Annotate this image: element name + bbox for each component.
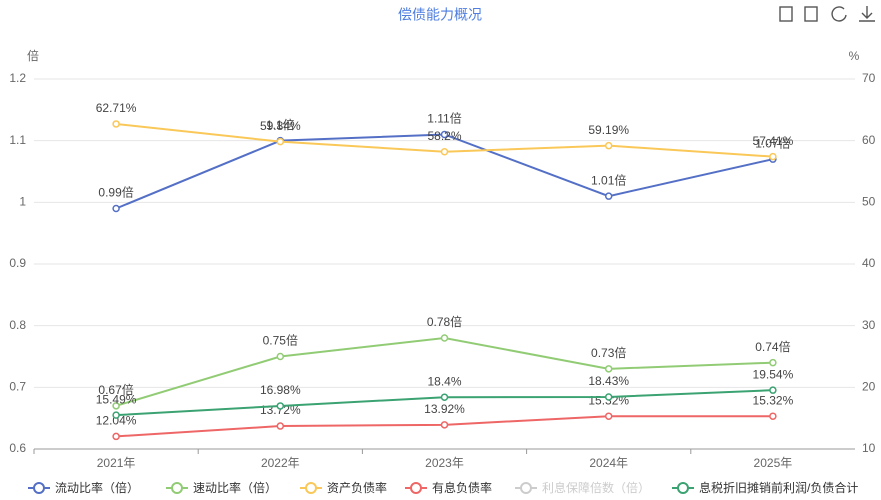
y-tick-label: 1.2 <box>9 71 26 85</box>
data-point <box>440 334 449 342</box>
chart-title: 偿债能力概况 <box>398 7 482 23</box>
legend-icon <box>33 482 45 494</box>
data-label: 0.75倍 <box>263 333 298 348</box>
data-point <box>769 152 777 161</box>
x-tick-label: 2024年 <box>589 456 628 470</box>
legend-label[interactable]: 资产负债率 <box>327 480 387 495</box>
x-tick-label: 2025年 <box>754 456 793 470</box>
legend-label[interactable]: 速动比率（倍） <box>193 480 277 495</box>
y-tick-label: 0.6 <box>9 441 26 455</box>
data-label: 0.74倍 <box>755 339 790 354</box>
y-tick-label: 0.7 <box>9 380 26 394</box>
data-label: 0.73倍 <box>591 345 626 360</box>
y2-tick-label: 50 <box>862 195 876 209</box>
data-point <box>112 411 120 419</box>
y2-tick-label: 40 <box>862 256 876 270</box>
y-tick-label: 1 <box>19 195 26 209</box>
legend-icon <box>305 482 317 494</box>
legend-icon <box>520 482 532 494</box>
y2-tick-label: 10 <box>862 441 876 455</box>
y2-tick-label: 30 <box>862 318 876 332</box>
legend-label[interactable]: 利息保障倍数（倍） <box>542 480 650 495</box>
data-label: 16.98% <box>260 383 301 397</box>
data-point <box>276 137 285 146</box>
data-point <box>276 352 285 361</box>
data-label: 1.01倍 <box>591 172 626 187</box>
data-label: 15.32% <box>753 393 794 407</box>
data-point <box>112 204 120 213</box>
tool-save[interactable] <box>859 6 875 22</box>
data-point <box>440 393 449 401</box>
x-tick-label: 2023年 <box>425 456 464 470</box>
tool-refresh[interactable] <box>831 6 847 22</box>
series-line <box>115 133 774 210</box>
data-point <box>604 412 613 420</box>
tool-data-view[interactable] <box>779 6 793 22</box>
data-point <box>604 393 613 401</box>
data-point <box>769 358 777 367</box>
data-label: 18.43% <box>588 374 629 388</box>
data-label: 62.71% <box>96 101 137 115</box>
y2-tick-label: 20 <box>862 380 876 394</box>
data-label: 0.78倍 <box>427 314 462 329</box>
data-point <box>112 120 120 128</box>
data-point <box>440 148 449 156</box>
data-point <box>112 402 120 410</box>
data-point <box>769 386 777 394</box>
y2-axis-label: % <box>849 49 860 63</box>
legend-label[interactable]: 流动比率（倍） <box>55 480 139 495</box>
y2-tick-label: 60 <box>862 133 876 147</box>
data-label: 0.67倍 <box>98 382 133 397</box>
y-tick-label: 0.9 <box>9 256 26 270</box>
y2-tick-label: 70 <box>862 71 876 85</box>
data-point <box>769 412 777 420</box>
data-label: 19.54% <box>753 367 794 381</box>
data-label: 1.07倍 <box>755 135 790 150</box>
data-label: 15.49% <box>96 392 137 406</box>
data-label: 13.92% <box>424 402 465 416</box>
legend-icon <box>410 482 422 494</box>
x-tick-label: 2022年 <box>261 456 300 470</box>
data-label: 58.2% <box>427 129 461 143</box>
data-point <box>112 432 120 441</box>
x-tick-label: 2021年 <box>97 456 136 470</box>
data-point <box>276 402 285 410</box>
toolbar[interactable] <box>779 6 875 22</box>
data-point <box>604 141 613 150</box>
y-tick-label: 0.8 <box>9 318 26 332</box>
data-label: 1.11倍 <box>427 111 461 126</box>
legend-label[interactable]: 有息负债率 <box>432 480 492 495</box>
data-point <box>440 130 449 139</box>
data-point <box>440 421 449 429</box>
legend-label[interactable]: 息税折旧摊销前利润/负债合计 <box>699 480 858 495</box>
data-point <box>604 365 613 373</box>
data-point <box>276 422 285 430</box>
data-label: 12.04% <box>96 414 137 428</box>
tool-restore-view[interactable] <box>804 6 818 22</box>
data-label: 57.41% <box>753 134 794 148</box>
y-axis-label: 倍 <box>27 48 39 63</box>
data-label: 59.84% <box>260 119 301 133</box>
y-tick-label: 1.1 <box>9 133 26 147</box>
data-label: 1.1倍 <box>266 117 295 132</box>
data-point <box>604 192 613 200</box>
data-label: 59.19% <box>588 123 629 137</box>
legend-icon <box>677 482 689 494</box>
data-label: 0.99倍 <box>98 185 133 200</box>
legend-icon <box>171 482 183 494</box>
data-label: 18.4% <box>427 374 461 388</box>
